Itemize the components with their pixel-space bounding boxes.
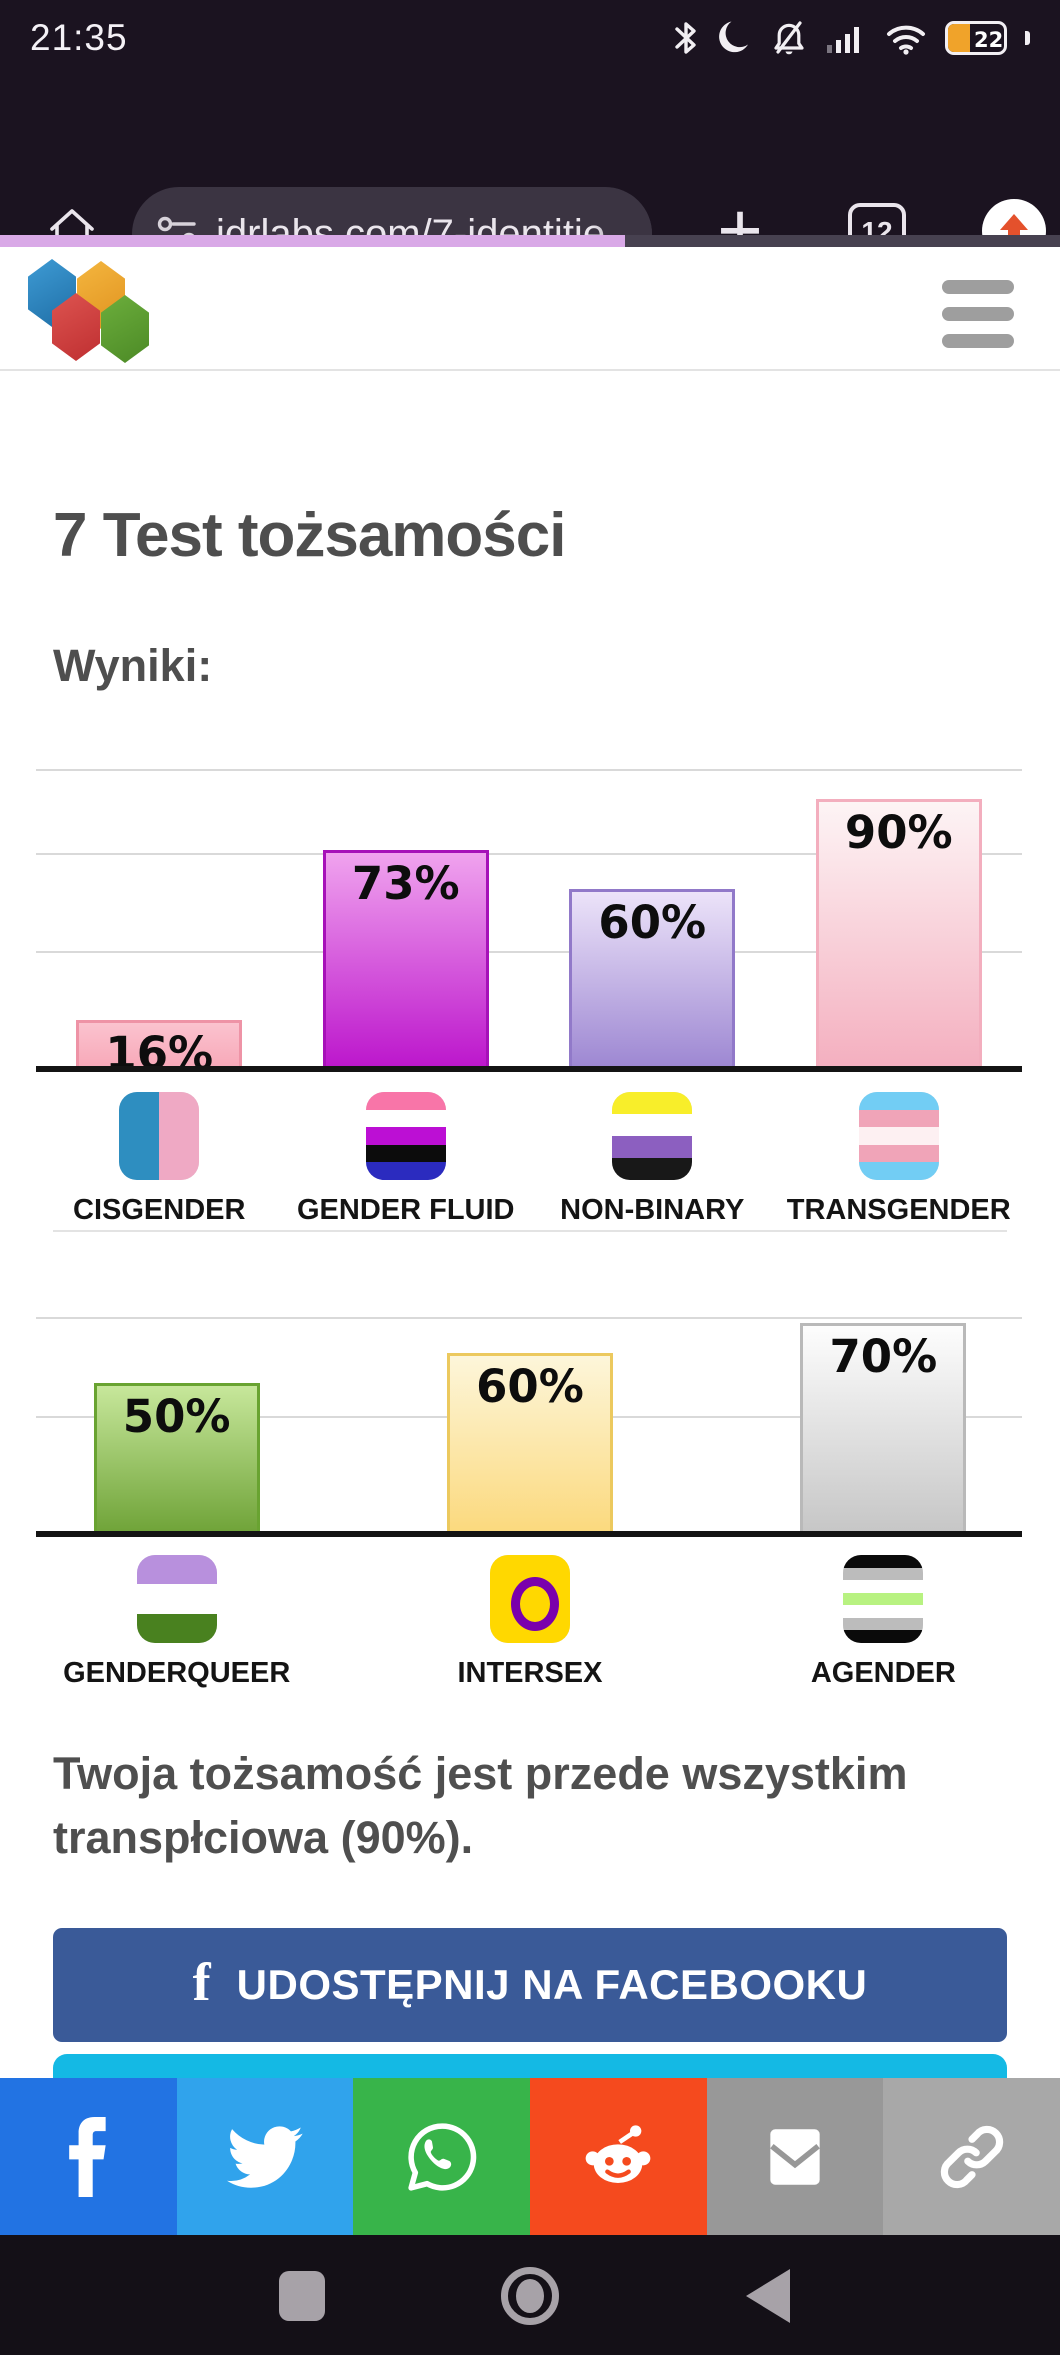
link-icon (940, 2125, 1003, 2188)
chart-row2-bars: 50% 60% 70% (0, 1233, 1060, 1533)
flag-label: CISGENDER (73, 1194, 246, 1226)
share-twitter[interactable] (176, 2078, 354, 2235)
share-facebook[interactable] (0, 2078, 177, 2235)
chart-row2-flags: GENDERQUEER INTERSEX AGENDER (0, 1555, 1060, 1690)
chart-row1-flags: CISGENDER GENDER FLUID NON-BINARY TRANSG… (36, 1092, 1022, 1227)
flag-label: GENDER FLUID (297, 1194, 515, 1226)
facebook-icon (69, 2116, 106, 2197)
flag-transgender (858, 1092, 939, 1180)
share-whatsapp[interactable] (353, 2078, 531, 2235)
bar-genderfluid: 73% (322, 849, 489, 1068)
flag-label: TRANSGENDER (786, 1194, 1011, 1226)
flag-label: INTERSEX (457, 1657, 603, 1689)
bar-intersex: 60% (446, 1353, 613, 1533)
battery-cap (1025, 30, 1030, 45)
share-copy-link[interactable] (883, 2078, 1060, 2235)
cell-signal-icon (825, 18, 867, 58)
bar-value-label: 16% (105, 1027, 214, 1081)
flag-genderfluid (365, 1092, 446, 1180)
page-load-progress-track (0, 235, 1060, 247)
page-load-progress-fill (0, 235, 626, 247)
bar-value-label: 70% (829, 1330, 938, 1383)
bar-genderqueer: 50% (93, 1383, 260, 1533)
section-divider (53, 1230, 1007, 1232)
share-toolbar (0, 2078, 1060, 2235)
chart-row2-axis (36, 1531, 1022, 1537)
battery-percent: 22 (974, 27, 1004, 52)
flag-genderqueer (136, 1555, 217, 1643)
whatsapp-icon (408, 2122, 476, 2191)
page-title: 7 Test tożsamości (53, 501, 566, 570)
back-button[interactable] (746, 2269, 790, 2323)
bar-value-label: 50% (122, 1390, 231, 1443)
home-nav-button[interactable] (501, 2267, 559, 2325)
status-icons: 22 (673, 18, 1030, 58)
up-arrow-icon (1000, 214, 1028, 247)
menu-button[interactable] (942, 280, 1014, 361)
bar-transgender: 90% (815, 798, 982, 1068)
results-heading: Wyniki: (53, 640, 213, 691)
wifi-icon (883, 18, 929, 58)
email-icon (770, 2128, 820, 2185)
status-bar: 21:35 (0, 0, 1060, 75)
share-facebook-label: UDOSTĘPNIJ NA FACEBOOKU (236, 1961, 868, 2008)
clock: 21:35 (30, 16, 128, 58)
recents-button[interactable] (279, 2271, 325, 2321)
share-facebook-button[interactable]: f UDOSTĘPNIJ NA FACEBOOKU (53, 1928, 1007, 2042)
chart-row1-plot (36, 769, 1022, 1068)
battery-icon: 22 (945, 20, 1007, 55)
flag-agender (843, 1555, 924, 1643)
chart-row1-bars: 16% 73% 60% 90% (36, 769, 1022, 1080)
share-email[interactable] (706, 2078, 884, 2235)
flag-label: GENDERQUEER (63, 1657, 291, 1689)
facebook-f-icon: f (192, 1952, 211, 2012)
browser-toolbar: idrlabs.com/7-identitie + 12 (0, 75, 1060, 281)
bar-agender: 70% (800, 1323, 967, 1533)
bar-value-label: 60% (598, 895, 707, 949)
flag-label: AGENDER (810, 1657, 956, 1689)
flag-label: NON-BINARY (560, 1194, 745, 1226)
bar-value-label: 90% (844, 805, 953, 859)
twitter-icon (227, 2125, 303, 2188)
bar-value-label: 73% (351, 856, 460, 910)
flag-intersex (489, 1555, 570, 1643)
notifications-muted-icon (769, 18, 809, 58)
battery-fill (948, 23, 970, 52)
site-header (0, 247, 1060, 371)
flag-cisgender (119, 1092, 200, 1180)
share-reddit[interactable] (530, 2078, 707, 2235)
android-nav-bar (0, 2235, 1060, 2355)
bar-cisgender: 16% (76, 1020, 243, 1080)
flag-nonbinary (612, 1092, 693, 1180)
reddit-icon (586, 2124, 651, 2183)
bar-value-label: 60% (476, 1360, 584, 1413)
chart-row1-axis (36, 1066, 1022, 1072)
bar-nonbinary: 60% (569, 888, 736, 1068)
bluetooth-icon (673, 18, 699, 58)
do-not-disturb-moon-icon (715, 18, 753, 58)
result-text: Twoja tożsamość jest przede wszystkim tr… (53, 1748, 908, 1863)
